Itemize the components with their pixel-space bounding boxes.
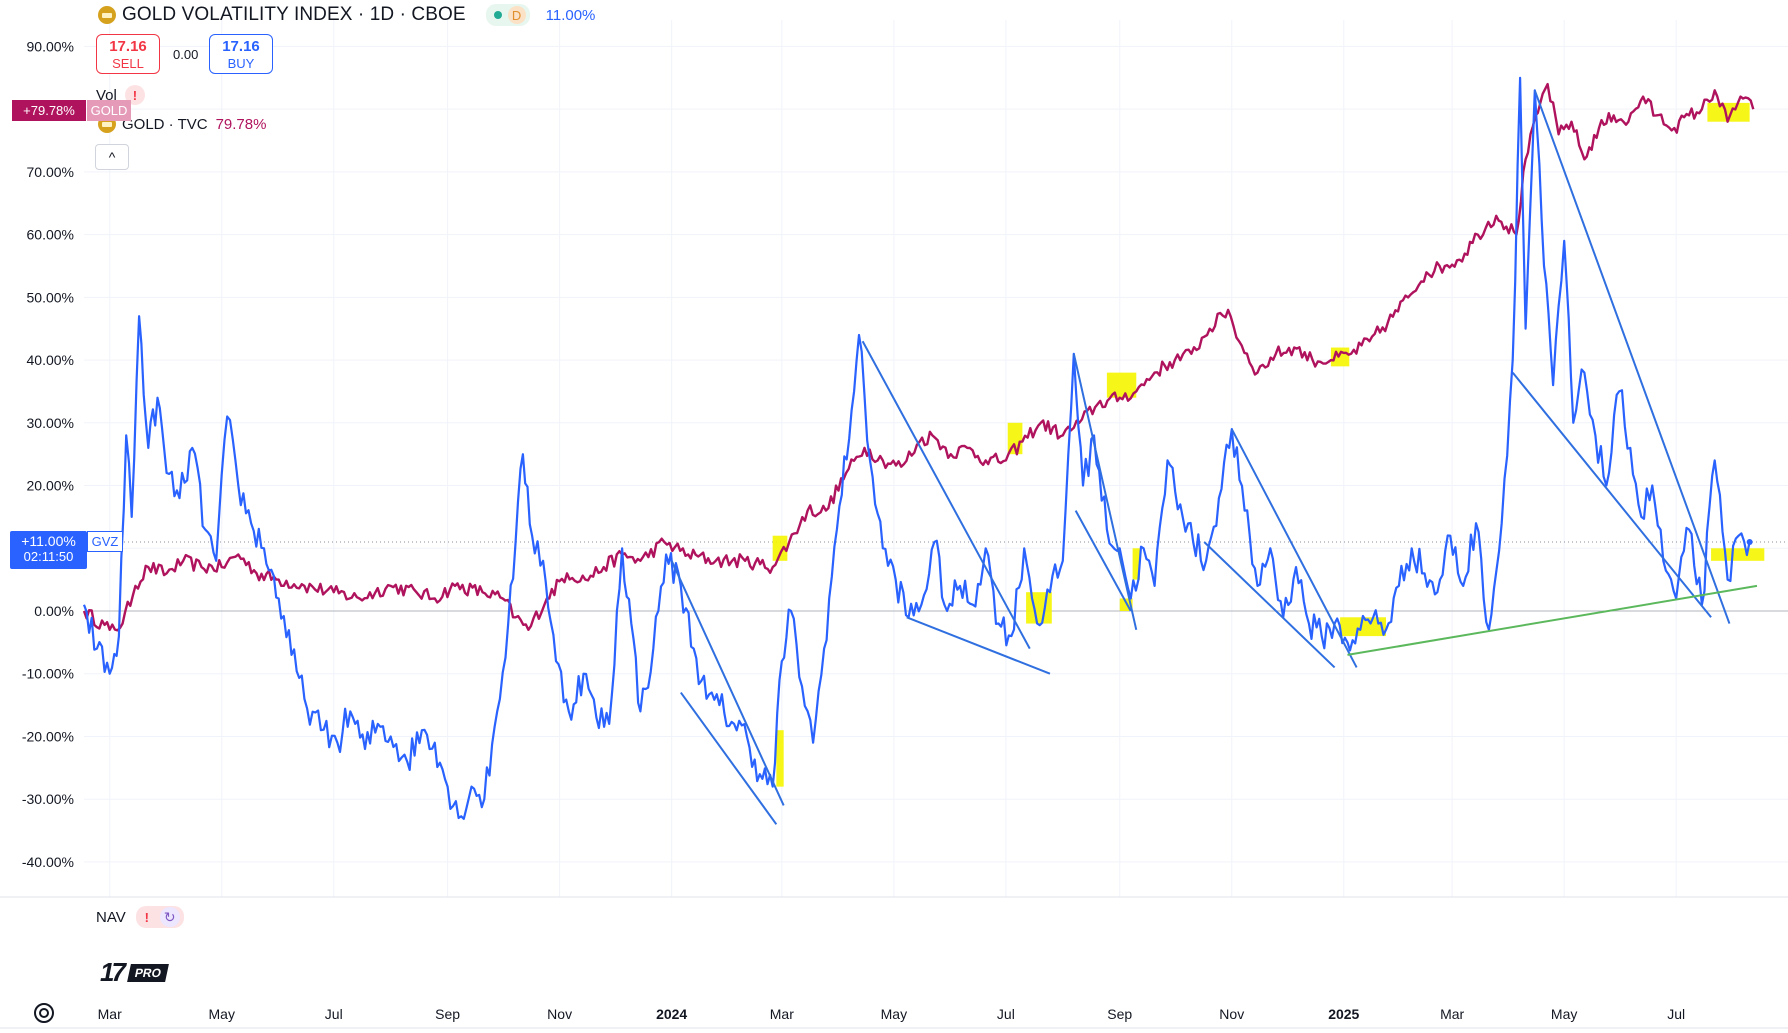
nav-status-pill[interactable]: ! ↻: [135, 906, 184, 928]
trendline[interactable]: [1230, 428, 1358, 668]
support-trendline[interactable]: [1347, 584, 1758, 656]
gvz-series-tag: GVZ: [87, 531, 123, 552]
market-status-pill[interactable]: D: [485, 4, 530, 26]
x-tick-label: May: [209, 1006, 235, 1022]
gvz-price-label: +11.00% 02:11:50: [10, 531, 87, 569]
x-tick-label: Jul: [325, 1006, 343, 1022]
market-open-dot-icon: [493, 11, 502, 19]
highlight-marker[interactable]: [1026, 592, 1052, 624]
settings-icon[interactable]: [34, 1003, 54, 1023]
x-tick-label: Nov: [1219, 1006, 1244, 1022]
sell-button[interactable]: 17.16 SELL: [96, 34, 160, 74]
y-axis: 90.00% 70.00% 60.00% 50.00% 40.00% 30.00% 20.0…: [22, 38, 74, 869]
x-tick-label: May: [881, 1006, 907, 1022]
compare-symbol-value: 79.78%: [215, 115, 267, 133]
trendline[interactable]: [680, 691, 778, 825]
highlight-marker[interactable]: [1711, 548, 1765, 561]
y-tick-label: 20.00%: [27, 478, 74, 494]
y-tick-label: 40.00%: [27, 352, 74, 368]
x-tick-label: Sep: [1107, 1006, 1132, 1022]
gvz-last-point: [1746, 538, 1753, 545]
gold-series-tag: GOLD: [87, 100, 131, 121]
logo-mark: 17: [100, 957, 126, 987]
gvz-series-line[interactable]: [82, 76, 1751, 820]
x-tick-label: Mar: [1440, 1006, 1464, 1022]
highlight-marker[interactable]: [776, 730, 784, 787]
highlight-marker[interactable]: [772, 535, 788, 561]
trendline[interactable]: [1533, 89, 1731, 624]
interval-badge: D: [507, 6, 526, 24]
header-last-value: 11.00%: [545, 6, 596, 24]
x-tick-label: Nov: [547, 1006, 572, 1022]
y-tick-label: -10.00%: [22, 666, 74, 682]
gold-price-label: +79.78%: [12, 100, 86, 121]
compare-symbol[interactable]: GOLD · TVC 79.78%: [98, 115, 266, 133]
nav-label: NAV: [96, 908, 126, 926]
y-tick-label: -40.00%: [22, 854, 74, 870]
nav-indicator[interactable]: NAV ! ↻: [96, 906, 184, 928]
y-tick-label: 50.00%: [27, 289, 74, 305]
y-tick-label: 0.00%: [34, 603, 74, 619]
trendline[interactable]: [1072, 353, 1138, 631]
chevron-up-icon[interactable]: ^: [95, 144, 129, 170]
gold-series-line[interactable]: [82, 82, 1755, 632]
trendline[interactable]: [1203, 541, 1336, 669]
sync-icon[interactable]: ↻: [159, 907, 180, 927]
sell-label: SELL: [112, 56, 144, 71]
logo-pro-badge: PRO: [127, 963, 169, 982]
trendline-annotations[interactable]: [670, 89, 1758, 825]
y-tick-label: -20.00%: [22, 728, 74, 744]
y-tick-label: 70.00%: [27, 164, 74, 180]
nav-warning-icon: !: [144, 909, 149, 925]
trendline[interactable]: [1074, 510, 1132, 612]
tradingview-logo[interactable]: 17 PRO: [100, 957, 169, 988]
buy-label: BUY: [227, 56, 255, 71]
x-axis: Mar May Jul Sep Nov 2024 Mar May Jul Sep Nov 2025 Ma…: [98, 1006, 1685, 1022]
sell-price: 17.16: [109, 38, 147, 55]
trendline[interactable]: [906, 616, 1051, 675]
symbol-title[interactable]: GOLD VOLATILITY INDEX · 1D · CBOE: [122, 4, 466, 25]
trendline[interactable]: [1511, 371, 1712, 618]
gvz-price-value: +11.00%: [21, 533, 76, 549]
x-tick-label: May: [1551, 1006, 1577, 1022]
compare-symbol-name: GOLD · TVC: [122, 115, 208, 133]
highlight-marker[interactable]: [1707, 102, 1750, 122]
highlight-annotations: [772, 102, 1765, 787]
trendline[interactable]: [670, 560, 785, 806]
vol-label: Vol: [96, 86, 117, 104]
x-tick-label: 2025: [1328, 1006, 1359, 1022]
y-tick-label: 90.00%: [27, 38, 74, 54]
buy-button[interactable]: 17.16 BUY: [209, 34, 273, 74]
gold-bar-icon: [98, 6, 116, 24]
reference-lines: [84, 541, 1788, 612]
y-tick-label: 60.00%: [27, 227, 74, 243]
gvz-countdown: 02:11:50: [23, 549, 74, 564]
trendline[interactable]: [861, 340, 1031, 650]
spread-value: 0.00: [173, 47, 199, 62]
x-tick-label: Sep: [435, 1006, 460, 1022]
symbol-header[interactable]: GOLD VOLATILITY INDEX · 1D · CBOE D 11.0…: [98, 4, 595, 26]
x-tick-label: Mar: [770, 1006, 794, 1022]
x-tick-label: 2024: [656, 1006, 687, 1022]
buy-price: 17.16: [222, 38, 260, 55]
x-tick-label: Jul: [997, 1006, 1015, 1022]
highlight-marker[interactable]: [1106, 372, 1137, 398]
x-tick-label: Jul: [1667, 1006, 1685, 1022]
x-tick-label: Mar: [98, 1006, 122, 1022]
series: [82, 76, 1755, 820]
y-tick-label: 30.00%: [27, 415, 74, 431]
y-tick-label: -30.00%: [22, 791, 74, 807]
highlight-marker[interactable]: [1340, 617, 1387, 637]
highlight-marker[interactable]: [1132, 548, 1140, 580]
